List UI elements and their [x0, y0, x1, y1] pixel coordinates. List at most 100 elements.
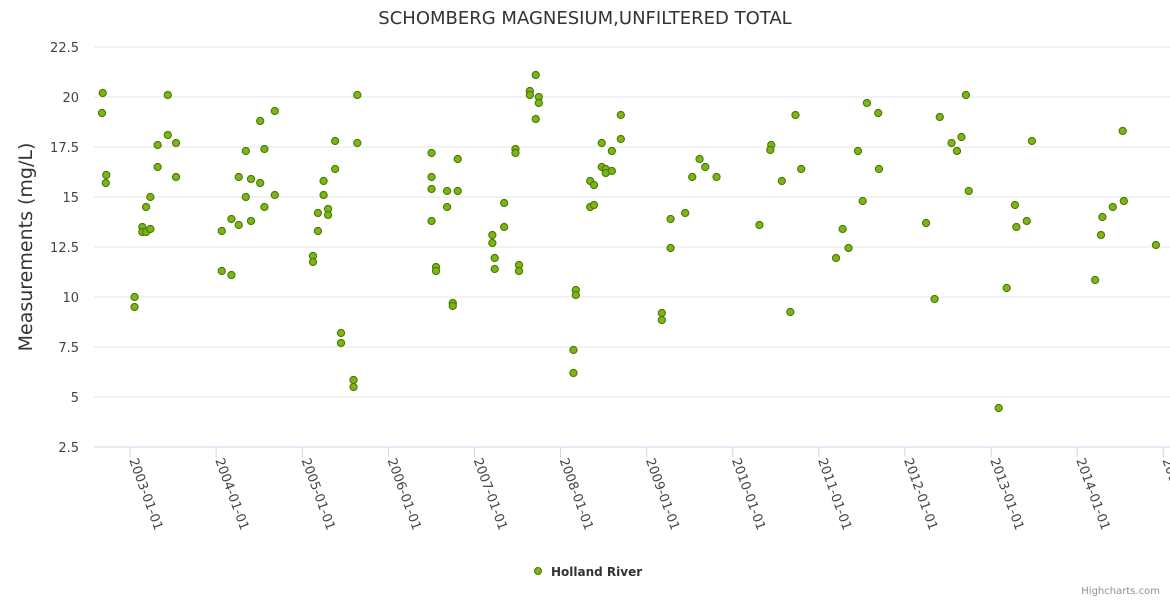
data-point[interactable]	[260, 144, 269, 154]
data-point[interactable]	[666, 243, 675, 253]
data-point[interactable]	[569, 345, 578, 355]
data-point[interactable]	[146, 192, 155, 202]
data-point[interactable]	[97, 108, 107, 118]
data-point[interactable]	[616, 134, 625, 144]
data-point[interactable]	[453, 154, 462, 164]
data-point[interactable]	[246, 174, 256, 184]
data-point[interactable]	[241, 146, 250, 156]
data-point[interactable]	[1151, 240, 1161, 250]
data-point[interactable]	[1002, 283, 1011, 293]
data-point[interactable]	[797, 164, 806, 174]
data-point[interactable]	[589, 200, 599, 210]
data-point[interactable]	[246, 216, 256, 226]
data-point[interactable]	[514, 266, 524, 276]
data-point[interactable]	[930, 294, 939, 304]
data-point[interactable]	[853, 146, 863, 156]
data-point[interactable]	[101, 178, 110, 188]
data-point[interactable]	[569, 368, 578, 378]
data-point[interactable]	[597, 138, 606, 148]
data-point[interactable]	[500, 198, 509, 208]
data-point[interactable]	[241, 192, 250, 202]
data-point[interactable]	[171, 172, 181, 182]
data-point[interactable]	[319, 176, 328, 186]
data-point[interactable]	[488, 238, 497, 248]
data-point[interactable]	[488, 230, 497, 240]
data-point[interactable]	[1118, 126, 1127, 136]
data-point[interactable]	[427, 172, 436, 182]
data-point[interactable]	[964, 186, 973, 196]
data-point[interactable]	[256, 116, 265, 126]
data-point[interactable]	[1090, 275, 1100, 285]
data-point[interactable]	[858, 196, 867, 206]
data-point[interactable]	[1012, 222, 1021, 232]
data-point[interactable]	[490, 253, 499, 263]
data-point[interactable]	[500, 222, 509, 232]
data-point[interactable]	[102, 170, 111, 180]
data-point[interactable]	[525, 90, 534, 100]
data-point[interactable]	[1098, 212, 1107, 222]
data-point[interactable]	[957, 132, 966, 142]
data-point[interactable]	[141, 202, 151, 212]
data-point[interactable]	[688, 172, 697, 182]
data-point[interactable]	[260, 202, 269, 212]
data-point[interactable]	[874, 108, 883, 118]
data-point[interactable]	[844, 243, 853, 253]
data-point[interactable]	[666, 214, 675, 224]
data-point[interactable]	[153, 162, 162, 172]
data-point[interactable]	[1108, 202, 1117, 212]
data-point[interactable]	[427, 184, 436, 194]
data-point[interactable]	[712, 172, 721, 182]
data-point[interactable]	[961, 90, 971, 100]
data-point[interactable]	[171, 138, 181, 148]
data-point[interactable]	[701, 162, 710, 172]
data-point[interactable]	[831, 253, 841, 263]
data-point[interactable]	[353, 90, 362, 100]
data-point[interactable]	[448, 301, 457, 311]
data-point[interactable]	[431, 266, 441, 276]
data-point[interactable]	[874, 164, 884, 174]
data-point[interactable]	[442, 186, 452, 196]
data-point[interactable]	[1096, 230, 1106, 240]
data-point[interactable]	[349, 382, 358, 392]
data-point[interactable]	[353, 138, 362, 148]
data-point[interactable]	[791, 110, 800, 120]
data-point[interactable]	[130, 302, 139, 312]
credits-link[interactable]: Highcharts.com	[1081, 586, 1160, 597]
data-point[interactable]	[531, 70, 540, 80]
data-point[interactable]	[786, 307, 795, 317]
data-point[interactable]	[589, 180, 599, 190]
data-point[interactable]	[234, 220, 243, 230]
data-point[interactable]	[217, 266, 226, 276]
data-point[interactable]	[571, 290, 580, 300]
data-point[interactable]	[952, 146, 962, 156]
data-point[interactable]	[1119, 196, 1129, 206]
data-point[interactable]	[427, 148, 436, 158]
data-point[interactable]	[227, 270, 236, 280]
data-point[interactable]	[330, 164, 340, 174]
data-point[interactable]	[531, 114, 540, 124]
data-point[interactable]	[838, 224, 847, 234]
data-point[interactable]	[1027, 136, 1037, 146]
data-point[interactable]	[657, 308, 666, 318]
data-point[interactable]	[330, 136, 340, 146]
data-point[interactable]	[323, 210, 333, 220]
data-point[interactable]	[308, 257, 318, 267]
data-point[interactable]	[862, 98, 872, 108]
data-point[interactable]	[607, 166, 617, 176]
data-point[interactable]	[217, 226, 226, 236]
data-point[interactable]	[256, 178, 265, 188]
data-point[interactable]	[511, 148, 520, 158]
data-point[interactable]	[163, 90, 172, 100]
data-point[interactable]	[490, 264, 499, 274]
data-point[interactable]	[319, 190, 328, 200]
data-point[interactable]	[534, 98, 543, 108]
data-point[interactable]	[153, 140, 162, 150]
data-point[interactable]	[777, 176, 786, 186]
data-point[interactable]	[921, 218, 931, 228]
data-point[interactable]	[681, 208, 690, 218]
legend[interactable]: Holland River	[534, 565, 643, 579]
data-point[interactable]	[657, 315, 666, 325]
data-point[interactable]	[427, 216, 436, 226]
data-point[interactable]	[270, 190, 279, 200]
data-point[interactable]	[766, 145, 775, 155]
